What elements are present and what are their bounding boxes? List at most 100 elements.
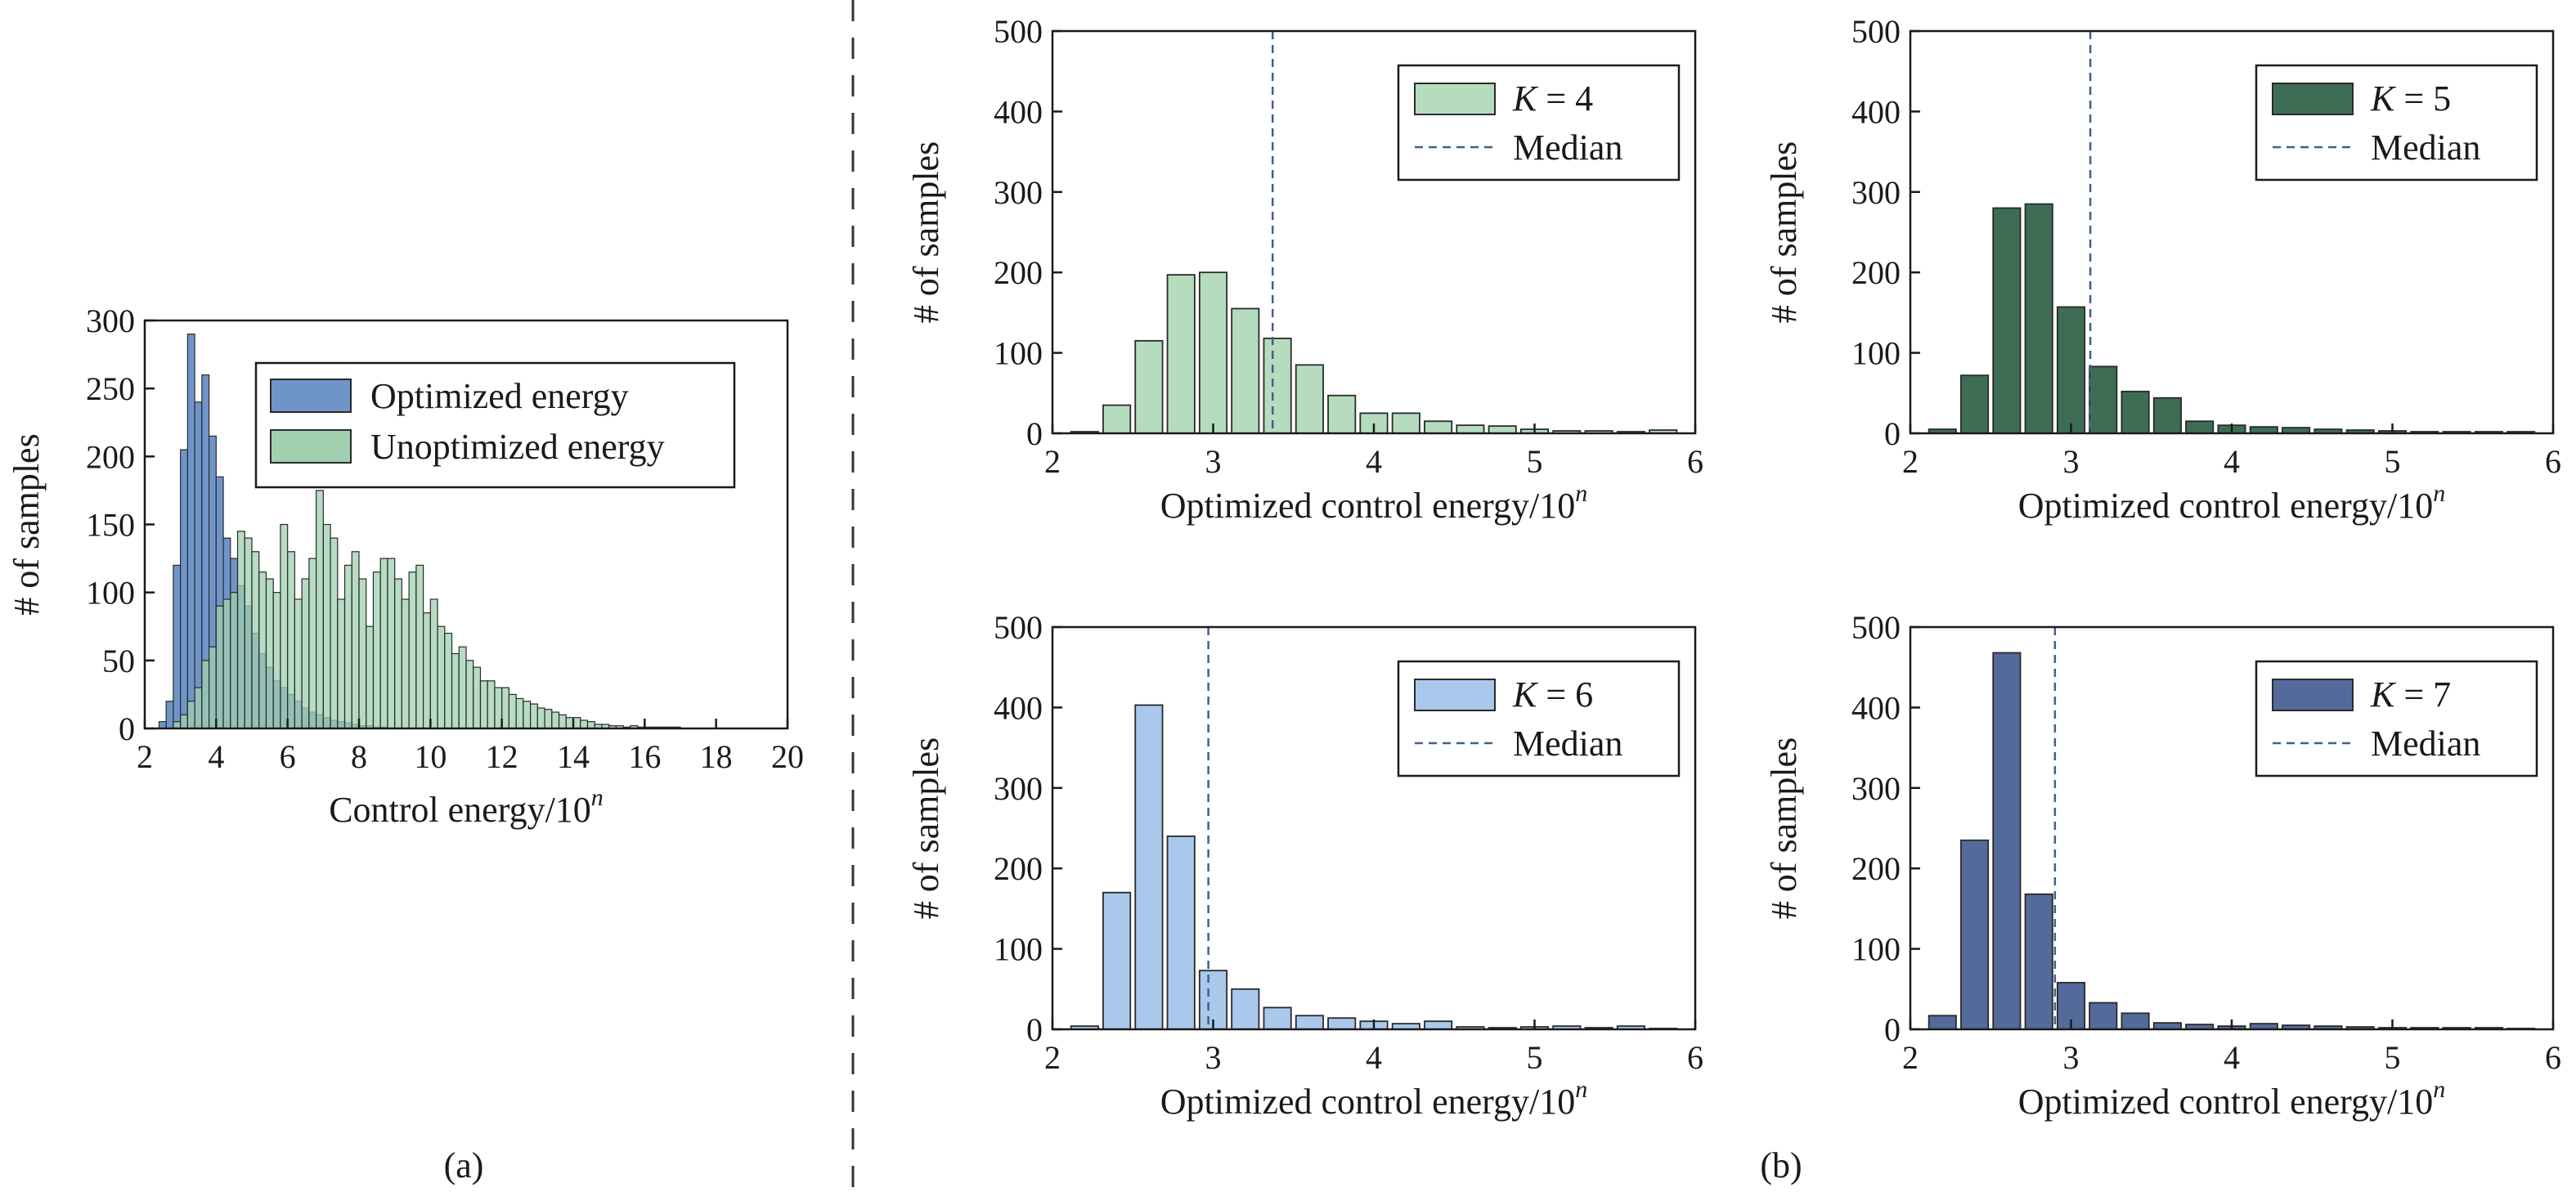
chart-a-optimized-bar <box>173 564 182 729</box>
chart-b4-bar <box>1992 652 2022 1030</box>
chart-b1-y-tick-label: 400 <box>994 93 1043 130</box>
chart-a-unoptimized-bar <box>180 714 189 729</box>
chart-a-y-tick-label: 300 <box>86 302 135 339</box>
chart-b4-x-tick-label: 6 <box>2545 1039 2561 1076</box>
chart-b2-x-tick-label: 6 <box>2545 443 2561 480</box>
chart-b4-bar <box>1960 839 1990 1030</box>
chart-a-unoptimized-bar <box>422 612 431 729</box>
chart-a-unoptimized-bar <box>186 701 195 729</box>
chart-b1-y-tick-label: 300 <box>994 174 1043 211</box>
chart-b4-x-tick-label: 2 <box>1902 1039 1919 1076</box>
chart-b3-bar <box>1424 1020 1453 1030</box>
chart-b4-bar <box>2024 893 2053 1030</box>
chart-b1-legend-swatch <box>1414 83 1496 115</box>
chart-b2-x-axis-label-superscript: n <box>2433 480 2445 507</box>
chart-a-unoptimized-bar <box>251 551 260 729</box>
chart-a-unoptimized-bar <box>473 666 482 729</box>
chart-b3-y-tick-label: 500 <box>994 609 1043 646</box>
chart-b2-bar <box>2056 306 2086 434</box>
chart-a-unoptimized-bar <box>580 719 589 729</box>
chart-b2-x-tick-label: 5 <box>2385 443 2401 480</box>
chart-b4-legend-k-value: = 7 <box>2394 674 2451 715</box>
chart-b4-legend-label: K = 7 <box>2370 674 2451 715</box>
chart-a-unoptimized-bar <box>523 701 532 729</box>
chart-a-unoptimized-bar <box>437 625 446 729</box>
chart-b1-x-tick-label: 4 <box>1366 443 1382 480</box>
chart-b2-y-tick-label: 100 <box>1851 335 1901 372</box>
chart-b4-y-tick-label: 100 <box>1851 931 1901 968</box>
chart-b1-bar <box>1327 394 1357 434</box>
chart-b1-bar <box>1166 274 1196 434</box>
chart-a-legend-label: Unoptimized energy <box>370 427 665 467</box>
chart-b3-x-tick-label: 6 <box>1687 1039 1703 1076</box>
chart-b3-legend-k-symbol: K <box>1512 674 1539 715</box>
chart-b3-bar <box>1295 1015 1324 1030</box>
chart-b4-legend-median-label: Median <box>2371 724 2480 764</box>
chart-a-y-axis-label: # of samples <box>7 433 47 615</box>
chart-b1-y-tick-label: 0 <box>1026 415 1043 452</box>
chart-b3-x-tick-label: 3 <box>1205 1039 1222 1076</box>
chart-a-unoptimized-bar <box>301 578 310 729</box>
chart-a-unoptimized-bar <box>429 598 438 729</box>
chart-b3-y-axis-label: # of samples <box>906 737 946 919</box>
chart-b1-y-tick-label: 500 <box>994 13 1043 50</box>
chart-a-unoptimized-bar <box>394 578 402 729</box>
chart-b2-y-tick-label: 300 <box>1851 174 1901 211</box>
chart-a-unoptimized-bar <box>479 680 488 729</box>
chart-a-unoptimized-bar <box>330 537 339 729</box>
chart-b3-legend-label: K = 6 <box>1512 674 1593 715</box>
chart-a-y-tick-label: 250 <box>86 370 135 407</box>
chart-a-unoptimized-bar <box>536 707 545 729</box>
chart-a-unoptimized-bar <box>465 660 474 729</box>
chart-b2-x-axis-label-text: Optimized control energy/10 <box>2018 486 2434 526</box>
chart-b4-x-axis-label-text: Optimized control energy/10 <box>2018 1082 2434 1122</box>
chart-b1-bar <box>1424 420 1453 434</box>
chart-b1-x-axis-label-superscript: n <box>1575 480 1587 507</box>
chart-b4-histogram: 2 3 4 5 6 0 100 200 300 400 500 # of samples Optimiz… <box>1764 609 2561 1122</box>
chart-b4-bar <box>1928 1015 1957 1030</box>
chart-b2-y-tick-label: 500 <box>1851 13 1901 50</box>
chart-b1-bar <box>1231 307 1260 434</box>
chart-b2-bar <box>2152 397 2182 434</box>
chart-b3-bar <box>1166 835 1196 1030</box>
chart-a-unoptimized-bar <box>508 693 517 729</box>
chart-b3-legend-median-label: Median <box>1513 724 1622 764</box>
panel-a-label: (a) <box>444 1145 484 1185</box>
chart-a-unoptimized-bar <box>379 558 388 729</box>
chart-a-unoptimized-bar <box>387 558 396 729</box>
chart-b2-legend-median-label: Median <box>2371 128 2480 168</box>
chart-a-unoptimized-bar <box>236 531 245 729</box>
chart-a-x-tick-label: 12 <box>486 738 518 775</box>
chart-b3-legend-swatch <box>1414 679 1496 711</box>
chart-b3-bar <box>1102 891 1132 1030</box>
chart-b1-y-axis-label: # of samples <box>906 141 946 323</box>
chart-a-unoptimized-bar <box>494 687 503 729</box>
chart-b1-histogram: 2 3 4 5 6 0 100 200 300 400 500 # of samples Optimiz… <box>906 13 1703 526</box>
chart-a-y-tick-label: 50 <box>102 643 135 679</box>
chart-a-x-tick-label: 4 <box>208 738 224 775</box>
chart-b2-bar <box>2185 420 2215 434</box>
chart-b3-x-tick-label: 2 <box>1044 1039 1061 1076</box>
chart-b4-x-axis-label-superscript: n <box>2433 1076 2445 1103</box>
chart-b4-legend-swatch <box>2272 679 2354 711</box>
chart-a-unoptimized-bar <box>501 687 510 729</box>
chart-b1-legend-label: K = 4 <box>1512 78 1593 119</box>
chart-a-optimized-bar <box>186 334 195 729</box>
chart-b3-y-tick-label: 300 <box>994 770 1043 807</box>
chart-b3-bar <box>1263 1006 1292 1030</box>
chart-a-optimized-bar <box>165 701 174 729</box>
chart-b4-legend-k-symbol: K <box>2370 674 2397 715</box>
chart-b3-y-tick-label: 100 <box>994 931 1043 968</box>
chart-b1-x-axis-label-text: Optimized control energy/10 <box>1160 486 1576 526</box>
chart-b4-y-tick-label: 200 <box>1851 850 1901 887</box>
chart-a-x-axis-label: Control energy/10n <box>329 784 604 830</box>
chart-b3-x-tick-label: 4 <box>1366 1039 1382 1076</box>
chart-a-unoptimized-bar <box>316 490 324 729</box>
chart-a-unoptimized-bar <box>287 551 295 729</box>
chart-a-x-tick-label: 16 <box>628 738 661 775</box>
chart-a-y-tick-label: 150 <box>86 507 135 544</box>
chart-b4-y-axis-label: # of samples <box>1764 737 1804 919</box>
chart-b1-y-tick-label: 200 <box>994 254 1043 291</box>
chart-b1-bar <box>1263 337 1292 434</box>
